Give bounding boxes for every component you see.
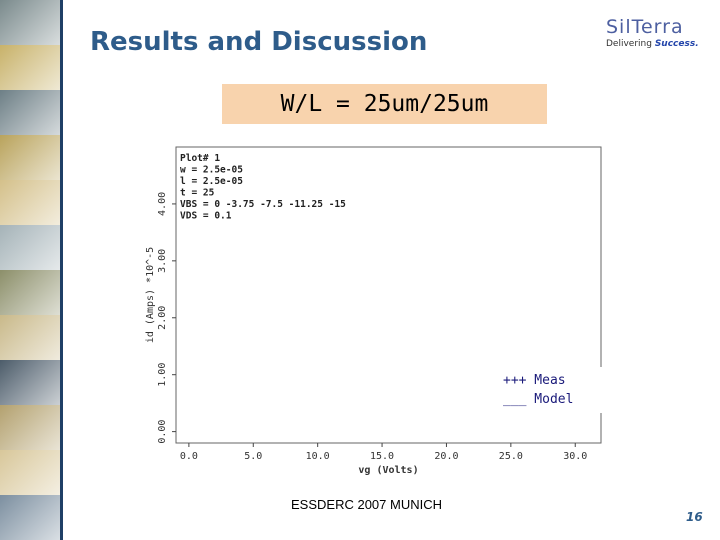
x-tick-label: 25.0 bbox=[499, 451, 523, 462]
strip-photo-tile bbox=[0, 90, 60, 135]
chart-legend: +++ Meas ___ Model bbox=[463, 367, 605, 413]
strip-photo-tile bbox=[0, 450, 60, 495]
info-line: Plot# 1 bbox=[180, 153, 220, 164]
page-number: 16 bbox=[686, 510, 703, 524]
strip-photo-tile bbox=[0, 225, 60, 270]
photo-strip bbox=[0, 0, 63, 540]
y-tick-label: 1.00 bbox=[157, 363, 168, 387]
strip-photo-tile bbox=[0, 180, 60, 225]
logo-tagline-prefix: Delivering bbox=[606, 39, 655, 49]
y-tick-label: 0.00 bbox=[157, 420, 168, 444]
strip-photo-tile bbox=[0, 270, 60, 315]
x-tick-label: 5.0 bbox=[244, 451, 262, 462]
id-vg-chart: 0.0 5.0 10.0 15.0 20.0 25.0 30.0 0.00 1.00 2.00 3.… bbox=[141, 143, 607, 477]
logo-brand: SilTerra bbox=[606, 16, 684, 38]
y-tick-label: 2.00 bbox=[157, 306, 168, 330]
y-axis-label: id (Amps) *10^-5 bbox=[145, 247, 156, 343]
company-logo: SilTerra Delivering Success. bbox=[606, 16, 702, 49]
x-tick-label: 15.0 bbox=[370, 451, 394, 462]
y-tick-label: 3.00 bbox=[157, 249, 168, 273]
strip-photo-tile bbox=[0, 495, 60, 540]
info-line: w = 2.5e-05 bbox=[180, 165, 243, 176]
strip-photo-tile bbox=[0, 135, 60, 180]
logo-tagline: Delivering Success. bbox=[606, 39, 702, 49]
x-axis-label: vg (Volts) bbox=[358, 465, 418, 476]
x-tick-label: 10.0 bbox=[306, 451, 330, 462]
y-tick-label: 4.00 bbox=[157, 192, 168, 216]
wl-ratio-label: W/L = 25um/25um bbox=[222, 84, 547, 124]
x-tick-label: 30.0 bbox=[563, 451, 587, 462]
strip-photo-tile bbox=[0, 0, 60, 45]
strip-photo-tile bbox=[0, 45, 60, 90]
legend-entry: ___ Model bbox=[503, 392, 573, 407]
strip-photo-tile bbox=[0, 360, 60, 405]
slide-title: Results and Discussion bbox=[90, 27, 428, 57]
info-line: VDS = 0.1 bbox=[180, 211, 232, 222]
footer-text: ESSDERC 2007 MUNICH bbox=[291, 497, 442, 512]
info-line: VBS = 0 -3.75 -7.5 -11.25 -15 bbox=[180, 199, 346, 210]
logo-tagline-emphasis: Success. bbox=[654, 39, 699, 49]
x-tick-label: 0.0 bbox=[180, 451, 198, 462]
x-tick-label: 20.0 bbox=[434, 451, 458, 462]
info-line: t = 25 bbox=[180, 188, 215, 199]
strip-photo-tile bbox=[0, 315, 60, 360]
strip-photo-tile bbox=[0, 405, 60, 450]
info-line: l = 2.5e-05 bbox=[180, 176, 243, 187]
legend-background bbox=[463, 367, 605, 413]
legend-entry: +++ Meas bbox=[503, 373, 566, 388]
